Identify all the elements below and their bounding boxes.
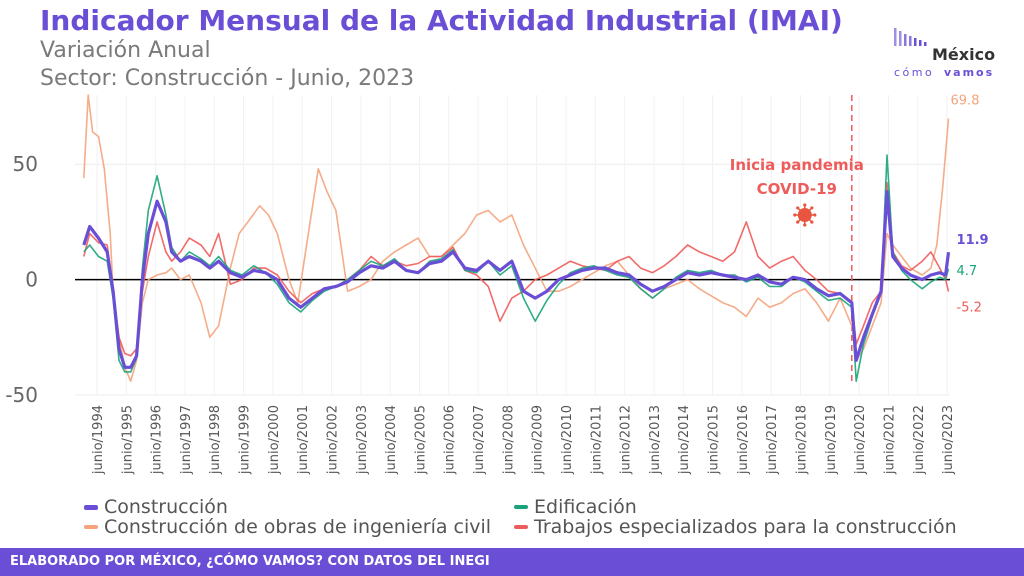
end-labels: 11.9 4.7 69.8 -5.2: [951, 94, 989, 316]
legend-construccion[interactable]: Construcción: [84, 496, 228, 518]
x-tick-label: junio/2018: [795, 405, 810, 475]
series-line-especializados: [83, 181, 950, 357]
logo-vamos: vamos: [944, 66, 994, 79]
virus-spike-tip: [803, 223, 807, 227]
virus-icon: [793, 203, 817, 227]
x-tick-label: junio/1997: [179, 405, 194, 475]
pandemic-label: COVID-19: [757, 180, 837, 198]
virus-spike-tip: [810, 206, 814, 210]
legend-swatch: [84, 504, 98, 510]
chart-legend: Construcción Edificación Construcción de…: [84, 496, 1004, 540]
pandemic-annotation: Inicia pandemia COVID-19: [730, 95, 864, 385]
legend-especializados[interactable]: Trabajos especializados para la construc…: [514, 516, 957, 538]
virus-spike-tip: [810, 220, 814, 224]
legend-label: Construcción: [104, 496, 228, 518]
mexico-como-vamos-logo: México cómo vamos: [894, 28, 995, 79]
x-tick-label: junio/2012: [619, 405, 634, 475]
chart-title: Indicador Mensual de la Actividad Indust…: [40, 4, 843, 37]
chart-series: [82, 94, 951, 382]
legend-edificacion[interactable]: Edificación: [514, 496, 637, 518]
logo-bars-icon: [894, 28, 927, 46]
legend-swatch: [514, 525, 528, 529]
y-tick-label: 0: [25, 268, 38, 292]
x-tick-label: junio/2001: [296, 405, 311, 475]
virus-spike-tip: [796, 206, 800, 210]
end-label-ingenieria: 69.8: [951, 94, 980, 109]
x-tick-label: junio/2023: [941, 405, 956, 475]
x-tick-label: junio/2014: [677, 405, 692, 475]
chart-sector: Sector: Construcción - Junio, 2023: [40, 66, 415, 91]
x-tick-label: junio/2019: [824, 405, 839, 475]
y-tick-label: -50: [5, 383, 38, 407]
x-tick-label: junio/2006: [443, 405, 458, 475]
virus-spike: [807, 218, 813, 223]
virus-spike: [797, 207, 802, 212]
x-tick-label: junio/1995: [120, 405, 135, 475]
x-axis-ticks: junio/1994 junio/1995 junio/1996 junio/1997…: [91, 405, 956, 475]
virus-spike-tip: [813, 213, 817, 217]
series-line-edificacion: [83, 154, 950, 382]
virus-spike: [797, 218, 802, 223]
y-axis-ticks: -50 0 50: [5, 152, 38, 407]
legend-ingenieria[interactable]: Construcción de obras de ingeniería civi…: [84, 516, 491, 538]
x-tick-label: junio/2013: [648, 405, 663, 475]
footer-credit: ELABORADO POR MÉXICO, ¿CÓMO VAMOS? CON D…: [10, 554, 490, 569]
x-tick-label: junio/2015: [707, 405, 722, 475]
x-tick-label: junio/2016: [736, 405, 751, 475]
x-tick-label: junio/2004: [384, 405, 399, 475]
logo-como: cómo: [894, 66, 934, 79]
virus-body: [797, 208, 812, 222]
x-tick-label: junio/2020: [853, 405, 868, 475]
x-tick-label: junio/2021: [882, 405, 897, 475]
x-tick-label: junio/1994: [91, 405, 106, 475]
x-tick-label: junio/1999: [238, 405, 253, 475]
legend-swatch: [514, 505, 528, 509]
x-tick-label: junio/2003: [355, 405, 370, 475]
x-tick-label: junio/2002: [325, 405, 340, 475]
x-tick-label: junio/2005: [413, 405, 428, 475]
x-tick-label: junio/2011: [589, 405, 604, 475]
x-tick-label: junio/1998: [208, 405, 223, 475]
chart-subtitle: Variación Anual: [40, 38, 211, 63]
virus-spike: [807, 207, 813, 212]
chart-grid: [75, 95, 950, 396]
x-tick-label: junio/2008: [501, 405, 516, 475]
x-tick-label: junio/2009: [531, 405, 546, 475]
legend-label: Trabajos especializados para la construc…: [534, 516, 957, 538]
x-tick-label: junio/2017: [765, 405, 780, 475]
end-label-edificacion: 4.7: [957, 264, 978, 279]
logo-mexico: México: [932, 45, 995, 64]
legend-swatch: [84, 525, 98, 529]
series-line-construccion: [82, 190, 951, 369]
virus-spike-tip: [803, 203, 807, 207]
legend-label: Construcción de obras de ingeniería civi…: [104, 516, 492, 538]
x-tick-label: junio/2022: [912, 405, 927, 475]
end-label-construccion: 11.9: [957, 233, 989, 248]
x-tick-label: junio/2000: [267, 405, 282, 475]
x-tick-label: junio/1996: [150, 405, 165, 475]
footer-bar: ELABORADO POR MÉXICO, ¿CÓMO VAMOS? CON D…: [0, 548, 1024, 576]
virus-spike-tip: [796, 220, 800, 224]
y-tick-label: 50: [13, 152, 38, 176]
x-tick-label: junio/2007: [472, 405, 487, 475]
virus-spike-tip: [793, 213, 797, 217]
end-label-especializados: -5.2: [957, 301, 982, 316]
x-tick-label: junio/2010: [560, 405, 575, 475]
series-line-ingenieria: [83, 94, 950, 382]
pandemic-label: Inicia pandemia: [730, 156, 864, 174]
legend-label: Edificación: [534, 496, 637, 518]
